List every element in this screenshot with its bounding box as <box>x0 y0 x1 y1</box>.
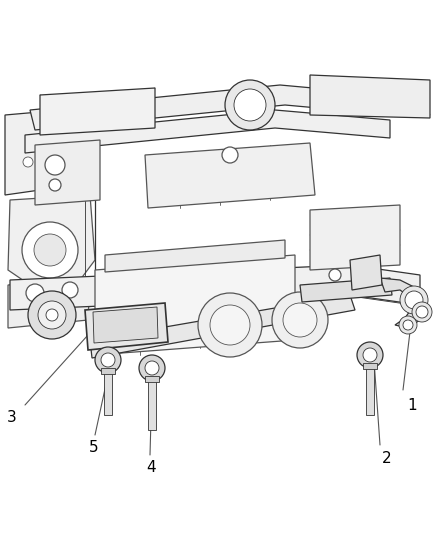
Polygon shape <box>145 376 159 382</box>
Circle shape <box>198 293 262 357</box>
Polygon shape <box>145 143 315 208</box>
Polygon shape <box>310 75 430 118</box>
Circle shape <box>45 155 65 175</box>
Circle shape <box>225 80 275 130</box>
Circle shape <box>210 305 250 345</box>
Circle shape <box>405 291 423 309</box>
Circle shape <box>400 286 428 314</box>
Circle shape <box>22 222 78 278</box>
Polygon shape <box>25 110 390 153</box>
Circle shape <box>416 306 428 318</box>
Circle shape <box>363 348 377 362</box>
Polygon shape <box>85 303 168 350</box>
Text: 1: 1 <box>407 398 417 413</box>
Text: 3: 3 <box>7 410 17 425</box>
Circle shape <box>26 284 44 302</box>
Polygon shape <box>40 88 155 135</box>
Circle shape <box>34 234 66 266</box>
Polygon shape <box>5 108 85 195</box>
Polygon shape <box>300 278 392 302</box>
Circle shape <box>357 342 383 368</box>
Circle shape <box>46 309 58 321</box>
Circle shape <box>23 157 33 167</box>
Circle shape <box>95 347 121 373</box>
Circle shape <box>399 316 417 334</box>
Circle shape <box>222 147 238 163</box>
Circle shape <box>38 301 66 329</box>
Polygon shape <box>366 368 374 415</box>
Text: 5: 5 <box>89 440 99 455</box>
Circle shape <box>62 282 78 298</box>
Polygon shape <box>90 295 355 358</box>
Polygon shape <box>105 240 285 272</box>
Polygon shape <box>10 265 420 310</box>
Circle shape <box>412 302 432 322</box>
Circle shape <box>101 353 115 367</box>
Circle shape <box>49 179 61 191</box>
Circle shape <box>329 269 341 281</box>
Polygon shape <box>30 85 395 130</box>
Polygon shape <box>35 140 100 205</box>
Circle shape <box>145 361 159 375</box>
Polygon shape <box>93 307 158 343</box>
Polygon shape <box>148 381 156 430</box>
Polygon shape <box>104 373 112 415</box>
Text: 2: 2 <box>382 451 392 466</box>
Polygon shape <box>8 278 90 328</box>
Polygon shape <box>101 368 115 374</box>
Circle shape <box>272 292 328 348</box>
Text: 4: 4 <box>146 460 155 475</box>
Circle shape <box>234 89 266 121</box>
Polygon shape <box>95 255 295 355</box>
Circle shape <box>403 320 413 330</box>
Polygon shape <box>8 195 95 285</box>
Polygon shape <box>310 205 400 270</box>
Circle shape <box>28 291 76 339</box>
Circle shape <box>283 303 317 337</box>
Polygon shape <box>363 363 377 369</box>
Circle shape <box>139 355 165 381</box>
Polygon shape <box>380 278 425 328</box>
Polygon shape <box>350 255 382 290</box>
